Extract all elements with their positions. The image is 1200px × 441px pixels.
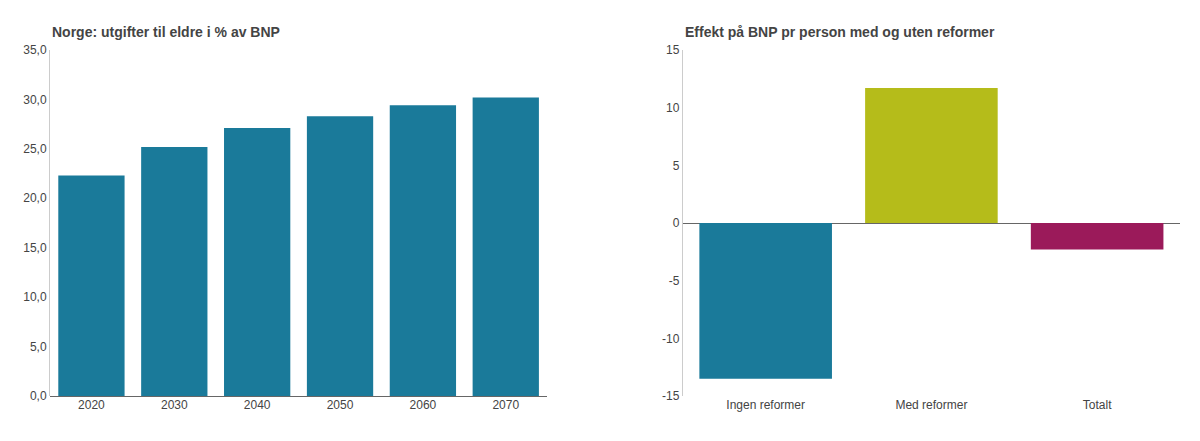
svg-text:Totalt: Totalt xyxy=(1083,398,1112,412)
svg-text:2040: 2040 xyxy=(244,398,271,412)
svg-text:Ingen reformer: Ingen reformer xyxy=(726,398,805,412)
svg-text:2070: 2070 xyxy=(492,398,519,412)
svg-text:2030: 2030 xyxy=(161,398,188,412)
svg-text:2060: 2060 xyxy=(410,398,437,412)
svg-text:10,0: 10,0 xyxy=(23,290,47,304)
svg-text:30,0: 30,0 xyxy=(23,93,47,107)
svg-text:2050: 2050 xyxy=(327,398,354,412)
svg-text:-5: -5 xyxy=(669,274,680,288)
svg-text:0: 0 xyxy=(673,216,680,230)
svg-text:0,0: 0,0 xyxy=(30,389,47,403)
svg-text:-10: -10 xyxy=(662,332,680,346)
svg-text:5,0: 5,0 xyxy=(30,340,47,354)
svg-text:15,0: 15,0 xyxy=(23,241,47,255)
svg-text:10: 10 xyxy=(666,101,680,115)
svg-text:2020: 2020 xyxy=(78,398,105,412)
svg-text:Effekt på BNP pr person med og: Effekt på BNP pr person med og uten refo… xyxy=(685,24,995,40)
svg-text:-15: -15 xyxy=(662,389,680,403)
svg-text:Med reformer: Med reformer xyxy=(895,398,967,412)
svg-text:Norge: utgifter til eldre i %: Norge: utgifter til eldre i % av BNP xyxy=(52,24,280,40)
svg-text:25,0: 25,0 xyxy=(23,142,47,156)
svg-text:5: 5 xyxy=(673,159,680,173)
svg-text:35,0: 35,0 xyxy=(23,43,47,57)
svg-text:20,0: 20,0 xyxy=(23,191,47,205)
svg-text:15: 15 xyxy=(666,43,680,57)
